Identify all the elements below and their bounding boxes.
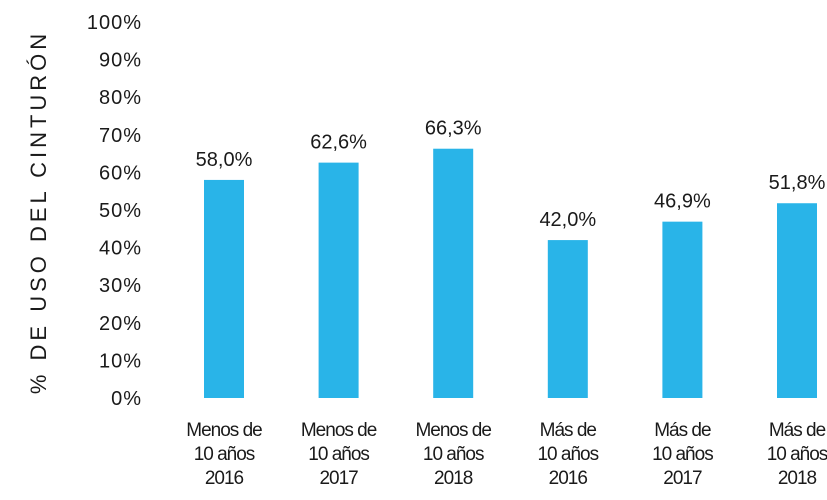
y-tick-label: 20% [99, 313, 142, 335]
category-label: 2018 [434, 468, 473, 489]
bar [662, 221, 703, 398]
data-label: 58,0% [196, 149, 253, 171]
category-label: 10 años [652, 444, 713, 465]
category-label: 10 años [194, 444, 255, 465]
bar [318, 162, 359, 398]
category-label: Más de [540, 420, 597, 441]
data-label: 42,0% [539, 209, 596, 231]
category-label: Menos de [415, 420, 491, 441]
y-tick-label: 80% [99, 87, 142, 109]
bar [777, 203, 817, 398]
y-tick-label: 30% [99, 275, 142, 297]
y-tick-label: 40% [99, 238, 142, 260]
y-axis-title-group: % DE USO DEL CINTURÓN [26, 30, 51, 394]
bar [204, 179, 244, 398]
category-label: 2016 [549, 468, 588, 489]
data-label: 51,8% [769, 172, 826, 194]
category-label: 10 años [767, 444, 827, 465]
category-label: 2016 [205, 468, 244, 489]
y-tick-label: 10% [99, 350, 142, 372]
y-axis-ticks: 0% 10% 20% 30% 40% 50% 60% 70% 80% 90% 100% [87, 12, 142, 410]
category-label: 10 años [423, 444, 484, 465]
category-label: 2018 [778, 468, 817, 489]
category-label: 2017 [319, 468, 358, 489]
data-label: 66,3% [425, 118, 482, 140]
y-tick-label: 60% [99, 162, 142, 184]
category-label: Más de [654, 420, 711, 441]
category-label: 2017 [663, 468, 702, 489]
category-label: 10 años [537, 444, 598, 465]
y-axis-title: % DE USO DEL CINTURÓN [26, 30, 51, 394]
y-tick-label: 0% [111, 388, 142, 410]
y-tick-label: 90% [99, 50, 142, 72]
data-label: 46,9% [654, 191, 711, 213]
bar [433, 148, 474, 398]
category-label: 10 años [308, 444, 369, 465]
y-tick-label: 70% [99, 125, 142, 147]
data-label: 62,6% [310, 132, 367, 154]
category-label: Más de [769, 420, 826, 441]
data-labels: 58,0% 62,6% 66,3% 42,0% 46,9% 51,8% [196, 118, 826, 231]
category-label: Menos de [301, 420, 377, 441]
y-tick-label: 50% [99, 200, 142, 222]
bar [547, 240, 588, 398]
y-tick-label: 100% [87, 12, 142, 34]
category-labels: Menos de 10 años 2016 Menos de 10 años 2017 Me… [186, 420, 827, 489]
bars [204, 148, 817, 398]
category-label: Menos de [186, 420, 262, 441]
